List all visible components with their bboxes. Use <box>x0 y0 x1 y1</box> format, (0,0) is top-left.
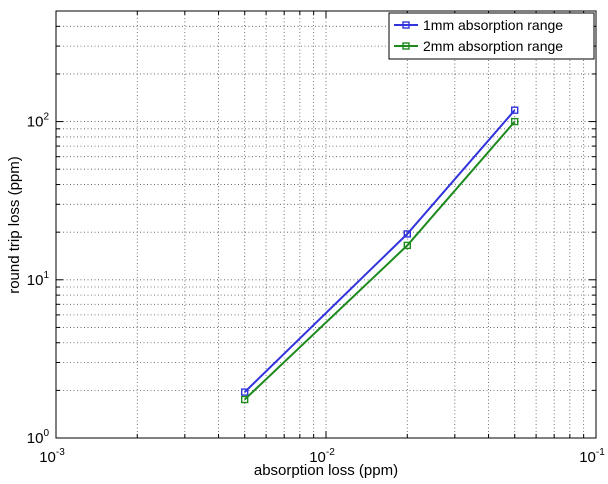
series-1-marker <box>403 230 411 238</box>
grid <box>56 11 596 438</box>
legend-box <box>388 12 595 60</box>
tick-labels: 10-3 10-2 10-1 100 101 102 <box>27 112 605 466</box>
series-1-marker <box>240 388 249 396</box>
y-axis-title: round trip loss (ppm) <box>6 156 23 294</box>
legend: 1mm absorption range 2mm absorption rang… <box>388 12 595 60</box>
ticks <box>55 10 596 439</box>
x-axis-title: absorption loss (ppm) <box>254 462 398 479</box>
series-line-1 <box>244 109 516 393</box>
legend-label-series-2: 2mm absorption range <box>423 38 563 54</box>
y-tick-label: 102 <box>27 112 50 131</box>
series-layer <box>240 106 519 404</box>
series-1-marker <box>511 106 519 114</box>
series-2-marker <box>403 241 411 250</box>
x-tick-label: 10-1 <box>579 447 605 466</box>
legend-label-series-1: 1mm absorption range <box>423 17 563 33</box>
y-tick-label: 101 <box>27 270 50 289</box>
series-2-marker <box>511 117 519 126</box>
legend-marker-series-1 <box>402 21 410 29</box>
series-line-2 <box>244 120 516 401</box>
x-tick-label: 10-3 <box>39 447 65 466</box>
x-tick-label: 10-2 <box>309 447 335 466</box>
legend-marker-series-2 <box>402 42 410 50</box>
y-tick-label: 100 <box>27 428 50 447</box>
series-2-marker <box>240 395 249 404</box>
